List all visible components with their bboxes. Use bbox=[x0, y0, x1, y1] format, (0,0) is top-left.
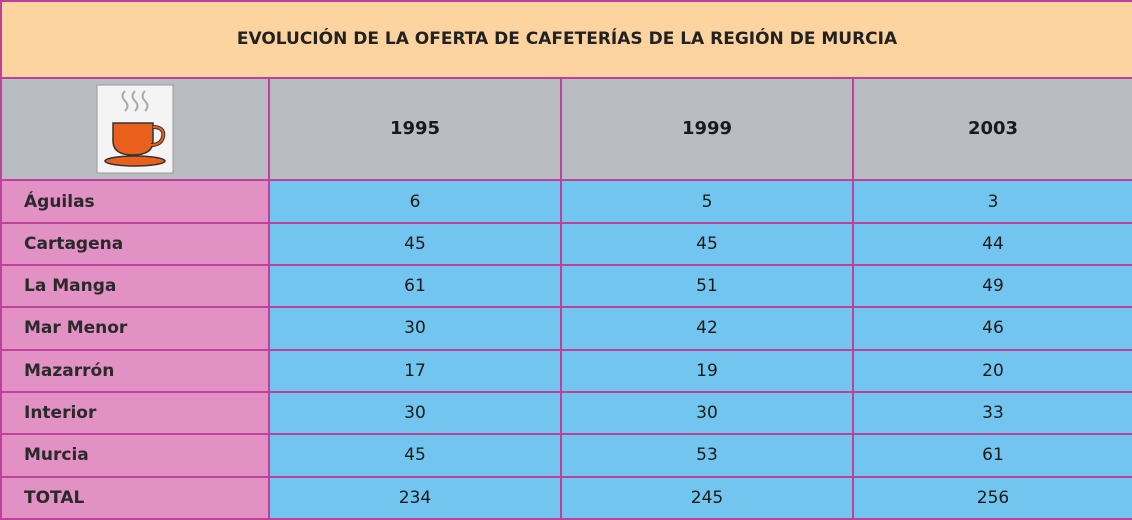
row-label: TOTAL bbox=[0, 475, 270, 520]
cell: 33 bbox=[852, 390, 1132, 436]
cell: 45 bbox=[560, 221, 854, 266]
cell: 30 bbox=[268, 306, 562, 351]
cell: 45 bbox=[268, 221, 562, 266]
cell: 30 bbox=[268, 390, 562, 436]
cell: 51 bbox=[560, 263, 854, 309]
table-row: La Manga 61 51 49 bbox=[0, 263, 1132, 309]
cell: 234 bbox=[268, 475, 562, 520]
icon-cell bbox=[0, 76, 270, 182]
cell: 44 bbox=[852, 221, 1132, 266]
table-row: Cartagena 45 45 44 bbox=[0, 221, 1132, 266]
table-row: Interior 30 30 33 bbox=[0, 390, 1132, 436]
cell: 256 bbox=[852, 475, 1132, 520]
column-header: 1999 bbox=[560, 76, 854, 182]
table-row: TOTAL 234 245 256 bbox=[0, 475, 1132, 520]
cell: 61 bbox=[268, 263, 562, 309]
cell: 245 bbox=[560, 475, 854, 520]
cell: 49 bbox=[852, 263, 1132, 309]
cell: 19 bbox=[560, 348, 854, 393]
table-row: Águilas 6 5 3 bbox=[0, 179, 1132, 224]
table-row: Mar Menor 30 42 46 bbox=[0, 306, 1132, 351]
cell: 20 bbox=[852, 348, 1132, 393]
table-row: Murcia 45 53 61 bbox=[0, 433, 1132, 478]
cell: 3 bbox=[852, 179, 1132, 224]
cell: 53 bbox=[560, 433, 854, 478]
row-label: Cartagena bbox=[0, 221, 270, 266]
row-label: Águilas bbox=[0, 179, 270, 224]
cell: 42 bbox=[560, 306, 854, 351]
row-label: Mazarrón bbox=[0, 348, 270, 393]
row-label: Murcia bbox=[0, 433, 270, 478]
cell: 61 bbox=[852, 433, 1132, 478]
column-header: 2003 bbox=[852, 76, 1132, 182]
cell: 17 bbox=[268, 348, 562, 393]
row-label: Mar Menor bbox=[0, 306, 270, 351]
cup-icon bbox=[96, 84, 174, 174]
table-title: EVOLUCIÓN DE LA OFERTA DE CAFETERÍAS DE … bbox=[0, 0, 1132, 79]
cell: 6 bbox=[268, 179, 562, 224]
cell: 46 bbox=[852, 306, 1132, 351]
column-header: 1995 bbox=[268, 76, 562, 182]
row-label: La Manga bbox=[0, 263, 270, 309]
cell: 5 bbox=[560, 179, 854, 224]
cell: 30 bbox=[560, 390, 854, 436]
table-row: Mazarrón 17 19 20 bbox=[0, 348, 1132, 393]
row-label: Interior bbox=[0, 390, 270, 436]
cell: 45 bbox=[268, 433, 562, 478]
